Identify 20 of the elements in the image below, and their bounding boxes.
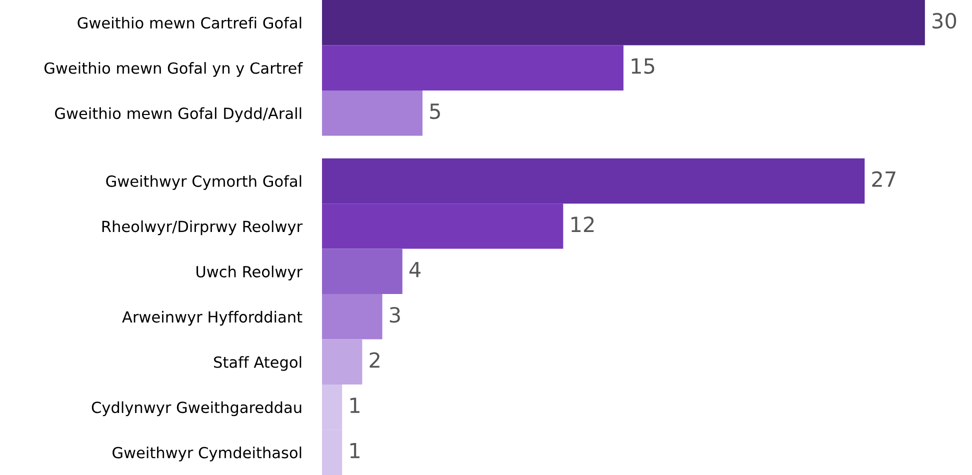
y-tick-label: Cydlynwyr Gweithgareddau: [92, 401, 302, 416]
y-tick-label: Gweithio mewn Cartrefi Gofal: [78, 16, 302, 29]
data-label: 3: [390, 306, 400, 323]
data-label: 30: [932, 12, 956, 29]
data-label: 27: [872, 171, 896, 187]
y-tick-label: Rheolwyr/Dirprwy Reolwyr: [102, 220, 303, 236]
y-tick-label: Gweithio mewn Gofal Dydd/Arall: [55, 107, 302, 122]
data-label: 12: [571, 216, 594, 232]
y-tick-label: Arweinwyr Hyfforddiant: [122, 310, 302, 326]
data-label: 1: [350, 398, 360, 413]
data-label: 2: [370, 352, 380, 368]
data-label: 4: [409, 262, 421, 278]
data-label: 15: [632, 58, 654, 74]
y-tick-label: Gweithwyr Cymdeithasol: [112, 446, 302, 462]
data-label: 5: [430, 104, 440, 120]
y-tick-label: Staff Ategol: [214, 356, 302, 371]
y-tick-label: Gweithwyr Cymorth Gofal: [106, 175, 302, 190]
data-label: 1: [350, 442, 360, 458]
y-tick-label: Uwch Reolwyr: [196, 266, 303, 280]
y-tick-label: Gweithio mewn Gofal yn y Cartref: [44, 62, 303, 77]
